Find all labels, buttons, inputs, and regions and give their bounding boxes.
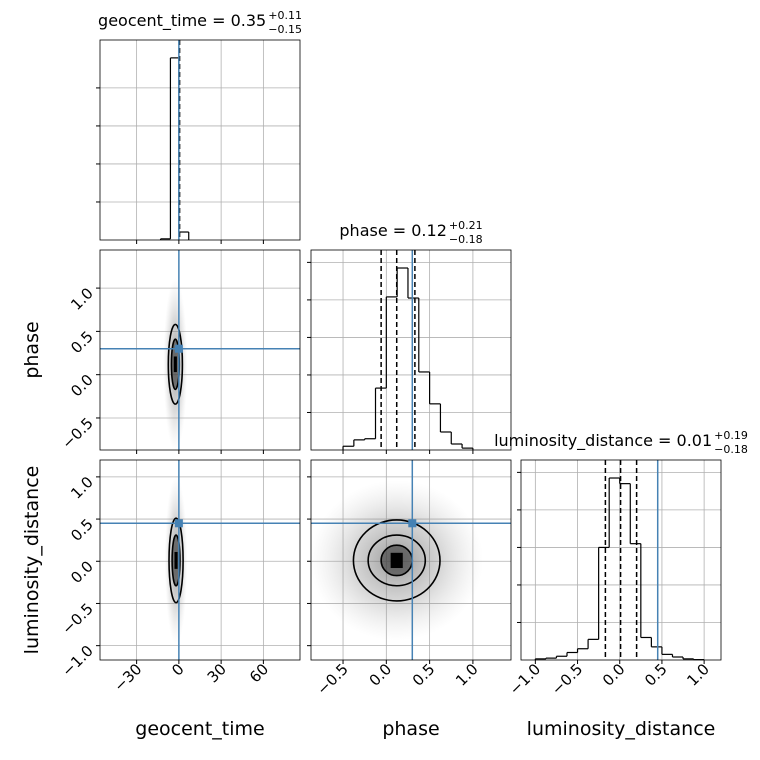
y-tick-label: 0.5	[67, 327, 97, 357]
truth-marker	[174, 519, 183, 528]
diag-panel	[517, 459, 722, 664]
diag-panel	[307, 249, 512, 454]
panel-frame	[99, 249, 301, 451]
panel-title: phase = 0.12	[339, 221, 446, 240]
pair-panel: −0.5 0.0 0.5 1.0	[58, 249, 301, 454]
x-tick-label: 60	[246, 660, 272, 686]
y-tick-label: 1.0	[67, 284, 97, 314]
panel-frame	[520, 459, 722, 661]
density	[163, 277, 188, 450]
panel-frame	[310, 249, 512, 451]
title-lower: −0.18	[714, 443, 748, 456]
contour	[367, 534, 427, 587]
x-tick-label: 0	[168, 660, 187, 679]
density-core	[173, 356, 177, 373]
density-core	[174, 551, 178, 569]
contour	[352, 519, 441, 602]
y-tick-label: −0.5	[58, 600, 96, 638]
pair-panel	[307, 459, 512, 664]
pair-panel: −1.0 −0.5 0.0 0.5 1.0	[58, 459, 301, 680]
truth-marker	[174, 344, 183, 353]
x-tick-label: −0.5	[313, 660, 351, 698]
x-axis-label: luminosity_distance	[527, 718, 716, 740]
panel-frame	[310, 459, 512, 661]
x-tick-label: 0.0	[599, 660, 629, 690]
diag-panel	[96, 39, 301, 244]
y-tick-label: −1.0	[58, 642, 96, 680]
x-axis-label: geocent_time	[135, 718, 264, 740]
x-tick-label: −1.0	[506, 660, 544, 698]
title-lower: −0.15	[268, 23, 302, 36]
title-upper: +0.21	[449, 219, 483, 232]
y-tick-label: 0.0	[67, 557, 97, 587]
x-tick-label: 30	[204, 660, 230, 686]
x-tick-label: 1.0	[683, 660, 713, 690]
density	[164, 476, 188, 645]
density	[311, 480, 484, 641]
y-tick-label: 1.0	[67, 473, 97, 503]
title-upper: +0.19	[714, 429, 748, 442]
y-axis-label: phase	[21, 321, 43, 378]
hist-outline	[159, 57, 190, 240]
x-tick-label: 0.5	[641, 660, 671, 690]
panel-title: geocent_time = 0.35	[98, 11, 266, 31]
x-tick-label: −0.5	[548, 660, 586, 698]
x-tick-label: 0.5	[409, 660, 439, 690]
y-axis-label: luminosity_distance	[21, 466, 43, 655]
y-tick-label: 0.5	[67, 515, 97, 545]
x-tick-label: 0.0	[366, 660, 396, 690]
x-axis-label: phase	[382, 718, 439, 740]
hist-outline	[534, 478, 705, 660]
title-lower: −0.18	[449, 233, 483, 246]
x-tick-label: 1.0	[452, 660, 482, 690]
y-tick-label: −0.5	[58, 414, 96, 452]
hist-outline	[342, 268, 474, 450]
density-core	[390, 552, 403, 569]
panel-frame	[99, 39, 301, 241]
truth-marker	[408, 519, 417, 528]
title-upper: +0.11	[268, 9, 302, 22]
panel-frame	[99, 459, 301, 661]
panel-title: luminosity_distance = 0.01	[494, 431, 712, 451]
contour	[167, 323, 184, 405]
x-tick-label: −30	[110, 660, 145, 695]
y-tick-label: 0.0	[67, 371, 97, 401]
contour	[168, 517, 184, 604]
